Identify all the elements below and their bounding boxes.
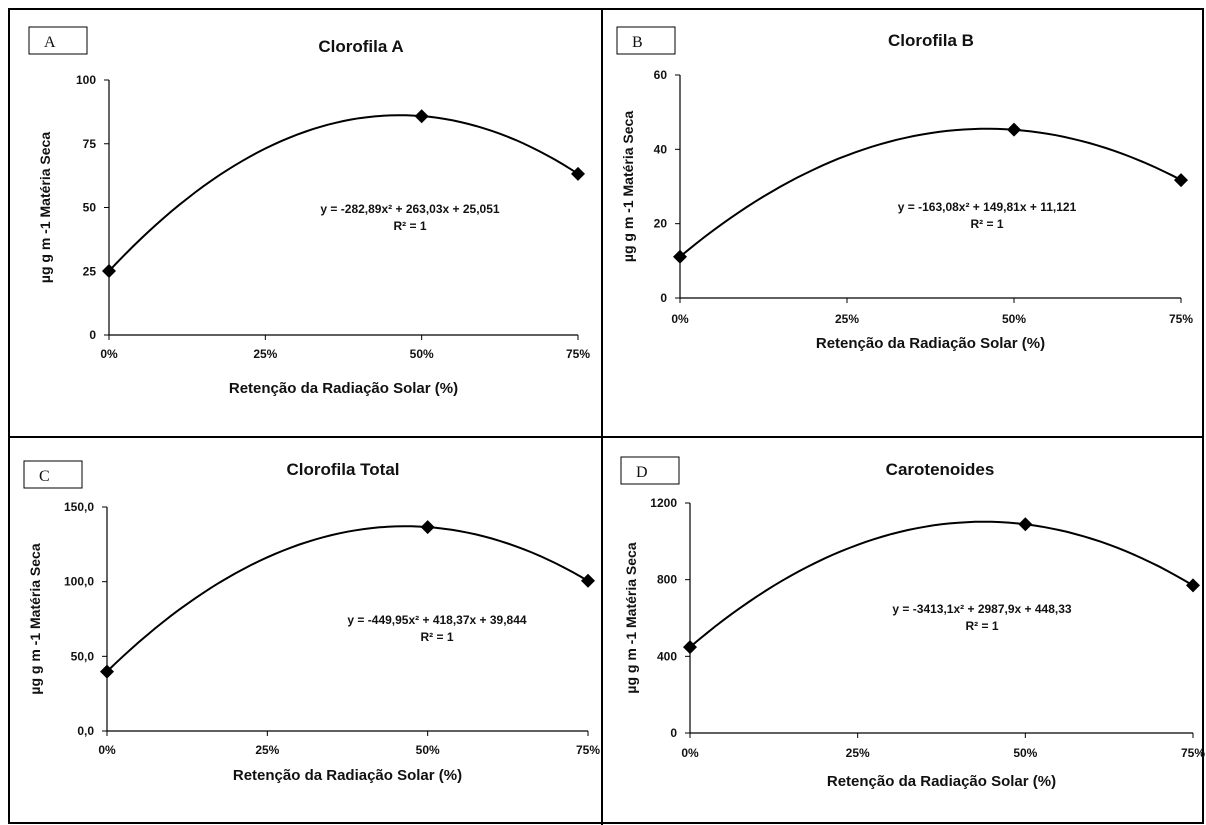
trendline [106,525,589,673]
x-tick-label: 50% [1013,746,1037,760]
x-axis-label: Retenção da Radiação Solar (%) [816,335,1045,352]
y-axis-label: µg g m -1 Matéria Seca [27,543,43,694]
y-tick-label: 0 [670,726,677,740]
y-tick-label: 1200 [650,496,677,510]
figure-border [8,8,1204,824]
trendline [689,520,1194,648]
y-tick-label: 150,0 [64,500,94,514]
chart-title: Clorofila B [888,31,974,50]
y-tick-label: 25 [83,264,97,278]
trendline-equation: y = -282,89x² + 263,03x + 25,051 [320,202,499,216]
y-tick-label: 20 [654,217,668,231]
r-squared-label: R² = 1 [420,630,453,644]
chart-panel-c: C Clorofila Total 0,0 50,0 100,0 150,0 0% 25% 50… [23,460,600,784]
data-point-marker [1018,517,1033,532]
panel-letter-box [23,460,83,489]
chart-title: Carotenoides [886,460,995,479]
x-tick-label: 75% [1181,746,1205,760]
y-tick-label: 800 [657,573,677,587]
x-tick-label: 25% [835,312,859,326]
y-axis-label: µg g m -1 Matéria Seca [620,111,636,262]
x-tick-label: 25% [255,743,279,757]
y-tick-label: 75 [83,137,97,151]
data-point-marker [100,664,114,679]
panel-letter-box [616,26,676,55]
panel-letter: D [636,464,648,481]
y-tick-label: 50,0 [71,649,95,663]
trendline [679,127,1182,258]
chart-panel-d: D Carotenoides 0 400 800 1200 0% 25% 50% 75% Reten… [620,456,1205,790]
x-tick-label: 25% [253,347,277,361]
r-squared-label: R² = 1 [393,219,426,233]
data-point-marker [673,249,687,264]
chart-title: Clorofila A [318,37,403,56]
trendline-equation: y = -3413,1x² + 2987,9x + 448,33 [892,602,1071,616]
x-tick-label: 75% [576,743,600,757]
x-tick-label: 75% [1169,312,1193,326]
y-tick-label: 50 [83,201,97,215]
x-tick-label: 0% [100,347,118,361]
data-point-marker [420,520,435,535]
y-tick-label: 0,0 [77,724,94,738]
y-tick-label: 40 [654,142,668,156]
r-squared-label: R² = 1 [970,217,1003,231]
trendline [108,114,579,272]
data-point-marker [1174,173,1188,188]
data-point-marker [1007,122,1021,137]
r-squared-label: R² = 1 [965,619,998,633]
data-point-marker [571,166,585,181]
panel-letter-box [620,456,680,485]
y-tick-label: 0 [660,291,667,305]
x-axis-label: Retenção da Radiação Solar (%) [233,767,462,784]
data-point-marker [102,263,116,278]
x-axis-label: Retenção da Radiação Solar (%) [827,773,1056,790]
y-tick-label: 0 [89,328,96,342]
chart-panel-b: B Clorofila B 0 20 40 60 0% 25% 50% 75% Retenção d… [616,26,1193,352]
panel-letter-box [28,26,88,55]
x-tick-label: 75% [566,347,590,361]
y-tick-label: 100,0 [64,575,94,589]
chart-title: Clorofila Total [286,460,399,479]
y-tick-label: 100 [76,73,96,87]
trendline-equation: y = -163,08x² + 149,81x + 11,121 [898,200,1077,214]
x-axis-label: Retenção da Radiação Solar (%) [229,380,458,397]
x-tick-label: 50% [1002,312,1026,326]
panel-letter: C [39,468,50,485]
x-tick-label: 50% [416,743,440,757]
trendline-equation: y = -449,95x² + 418,37x + 39,844 [347,613,526,627]
data-point-marker [1186,578,1200,593]
panel-letter: B [632,34,643,51]
chart-panel-a: A Clorofila A 0 25 50 75 100 0% 25% 50% 75% Retençã… [28,26,590,397]
x-tick-label: 0% [671,312,689,326]
y-axis-label: µg g m -1 Matéria Seca [623,542,639,693]
data-point-marker [683,640,697,655]
y-tick-label: 400 [657,649,677,663]
y-tick-label: 60 [654,68,668,82]
x-tick-label: 0% [98,743,116,757]
panel-letter: A [44,34,56,51]
data-point-marker [414,109,429,124]
x-tick-label: 25% [846,746,870,760]
x-tick-label: 0% [681,746,699,760]
y-axis-label: µg g m -1 Matéria Seca [37,132,53,283]
data-point-marker [581,573,595,588]
x-tick-label: 50% [410,347,434,361]
